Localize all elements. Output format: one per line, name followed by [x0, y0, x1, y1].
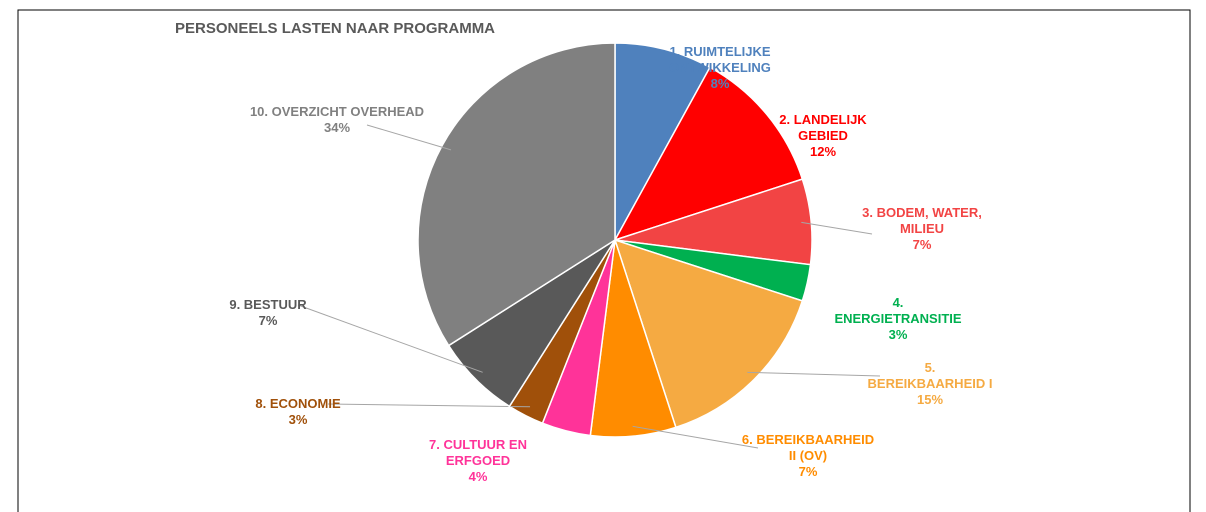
data-label: 6. BEREIKBAARHEID II (OV) 7%: [738, 432, 878, 480]
pie-slice: [614, 42, 711, 241]
leader-line: [297, 304, 483, 373]
value-label: 4%: [468, 469, 488, 484]
category-label: 6. BEREIKBAARHEID II (OV): [741, 432, 875, 463]
data-label: 2. LANDELIJK GEBIED 12%: [768, 112, 878, 160]
value-label: 34%: [323, 120, 351, 135]
data-label: 9. BESTUUR 7%: [208, 297, 328, 329]
pie-slice: [613, 66, 804, 242]
value-label: 3%: [888, 327, 908, 342]
value-label: 15%: [916, 392, 944, 407]
category-label: 9. BESTUUR: [229, 297, 307, 312]
category-label: 3. BODEM, WATER, MILIEU: [862, 205, 982, 236]
leader-line: [801, 221, 873, 235]
category-label: 1. RUIMTELIJKE ONTWIKKELING: [669, 44, 771, 75]
leader-line: [327, 403, 531, 408]
frame: [17, 9, 1191, 512]
category-label: 10. OVERZICHT OVERHEAD: [249, 104, 425, 119]
category-label: 4. ENERGIETRANSITIE: [834, 295, 962, 326]
value-label: 12%: [809, 144, 837, 159]
value-label: 7%: [258, 313, 278, 328]
category-label: 2. LANDELIJK GEBIED: [779, 112, 867, 143]
data-label: 10. OVERZICHT OVERHEAD 34%: [242, 104, 432, 136]
data-label: 7. CULTUUR EN ERFGOED 4%: [418, 437, 538, 485]
data-label: 4. ENERGIETRANSITIE 3%: [833, 295, 963, 343]
value-label: 3%: [288, 412, 308, 427]
data-label: 1. RUIMTELIJKE ONTWIKKELING 8%: [660, 44, 780, 92]
data-label: 3. BODEM, WATER, MILIEU 7%: [852, 205, 992, 253]
data-label: 8. ECONOMIE 3%: [238, 396, 358, 428]
leader-line: [632, 425, 759, 449]
value-label: 7%: [798, 464, 818, 479]
category-label: 5. BEREIKBAARHEID I: [867, 360, 993, 391]
data-label: 5. BEREIKBAARHEID I 15%: [865, 360, 995, 408]
category-label: 7. CULTUUR EN ERFGOED: [429, 437, 527, 468]
category-label: 8. ECONOMIE: [255, 396, 341, 411]
leader-line: [366, 124, 452, 151]
value-label: 7%: [912, 237, 932, 252]
pie-slice: [417, 42, 616, 347]
chart-title: PERSONEELS LASTEN NAAR PROGRAMMA: [175, 20, 496, 37]
pie-slice: [613, 238, 804, 429]
value-label: 8%: [710, 76, 730, 91]
leader-line: [747, 371, 881, 377]
